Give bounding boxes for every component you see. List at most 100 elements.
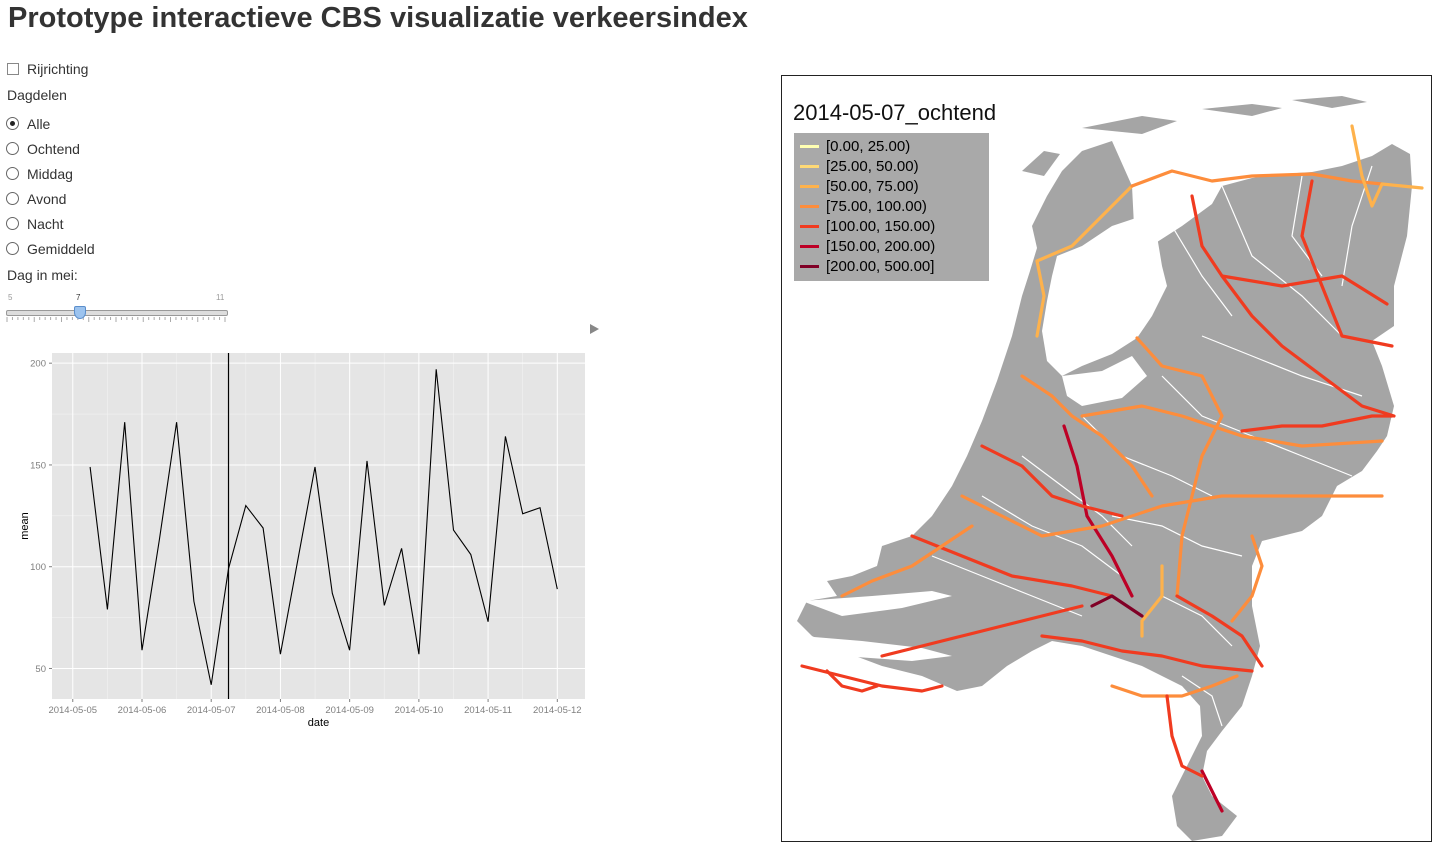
slider-max-label: 11 bbox=[216, 293, 225, 302]
road-segment bbox=[960, 494, 1384, 538]
radio-label: Avond bbox=[27, 190, 67, 207]
day-slider[interactable]: 5 7 11 bbox=[6, 293, 228, 323]
slider-min-label: 5 bbox=[8, 293, 13, 302]
slider-value-label: 7 bbox=[76, 293, 81, 302]
mean-line-chart: 2014-05-05 2014-05-06 2014-05-07 2014-05-08… bbox=[19, 353, 585, 729]
island-shape bbox=[1022, 151, 1060, 176]
slider-handle[interactable] bbox=[74, 306, 86, 319]
road-segment bbox=[1220, 274, 1396, 418]
island-shape bbox=[1082, 116, 1177, 134]
road-segment bbox=[1350, 124, 1424, 208]
legend-label: [200.00, 500.00] bbox=[826, 258, 935, 275]
legend-item: [200.00, 500.00] bbox=[800, 258, 934, 275]
estuary-shape bbox=[802, 636, 952, 661]
dag-in-mei-label: Dag in mei: bbox=[7, 267, 78, 283]
slider-track[interactable] bbox=[6, 310, 228, 316]
road-segment bbox=[1020, 374, 1154, 498]
dagdelen-radio-group: Alle Ochtend Middag Avond Nacht Gemiddel… bbox=[6, 111, 95, 261]
y-tick-label: 100 bbox=[30, 562, 46, 573]
x-tick-label: 2014-05-08 bbox=[256, 705, 305, 716]
radio-button[interactable] bbox=[6, 142, 19, 155]
x-tick-label: 2014-05-07 bbox=[187, 705, 236, 716]
rijrichting-checkbox[interactable]: Rijrichting bbox=[7, 61, 88, 77]
x-tick-label: 2014-05-09 bbox=[325, 705, 374, 716]
road-segment bbox=[910, 534, 1114, 598]
road-segment bbox=[1240, 414, 1394, 433]
road-segment bbox=[1080, 404, 1384, 448]
radio-label: Alle bbox=[27, 115, 51, 132]
island-shape bbox=[1202, 104, 1282, 116]
legend-label: [0.00, 25.00) bbox=[826, 138, 911, 155]
road-segment bbox=[1110, 674, 1239, 698]
road-segment bbox=[1165, 694, 1204, 778]
legend-label: [50.00, 75.00) bbox=[826, 178, 919, 195]
x-axis-label: date bbox=[308, 717, 329, 729]
radio-label: Ochtend bbox=[27, 140, 80, 157]
x-tick-label: 2014-05-11 bbox=[464, 705, 512, 716]
road-segment bbox=[1200, 769, 1224, 813]
radio-button[interactable] bbox=[6, 217, 19, 230]
radio-option-gemiddeld[interactable]: Gemiddeld bbox=[6, 236, 95, 261]
road-segment bbox=[1130, 169, 1384, 188]
legend-label: [150.00, 200.00) bbox=[826, 238, 936, 255]
road-segment bbox=[1062, 424, 1134, 598]
legend-item: [100.00, 150.00) bbox=[800, 218, 935, 235]
radio-button[interactable] bbox=[6, 242, 19, 255]
road-segment bbox=[1090, 594, 1144, 618]
mean-series-line bbox=[89, 369, 558, 685]
x-tick-label: 2014-05-06 bbox=[118, 705, 167, 716]
municipal-border bbox=[1161, 595, 1233, 647]
legend-item: [50.00, 75.00) bbox=[800, 178, 919, 195]
road-segment bbox=[1135, 336, 1224, 598]
road-segment bbox=[1230, 534, 1264, 623]
legend-swatch bbox=[800, 205, 819, 208]
legend-swatch bbox=[800, 165, 819, 168]
legend-swatch bbox=[800, 225, 819, 228]
plot-panel bbox=[52, 353, 585, 699]
municipal-border bbox=[981, 495, 1123, 577]
netherlands-map bbox=[797, 96, 1424, 841]
legend-label: [25.00, 50.00) bbox=[826, 158, 919, 175]
radio-button[interactable] bbox=[6, 192, 19, 205]
y-tick-label: 150 bbox=[30, 460, 46, 471]
radio-option-ochtend[interactable]: Ochtend bbox=[6, 136, 95, 161]
road-segment bbox=[980, 444, 1124, 518]
municipal-border bbox=[1161, 375, 1353, 477]
map-layer bbox=[797, 96, 1424, 841]
play-icon[interactable] bbox=[590, 324, 599, 334]
legend-label: [75.00, 100.00) bbox=[826, 198, 927, 215]
radio-label: Gemiddeld bbox=[27, 240, 95, 257]
legend-swatch bbox=[800, 245, 819, 248]
road-segment bbox=[880, 604, 1084, 658]
x-tick-label: 2014-05-10 bbox=[395, 705, 444, 716]
island-shape bbox=[1292, 96, 1367, 108]
radio-option-alle[interactable]: Alle bbox=[6, 111, 95, 136]
radio-button[interactable] bbox=[6, 117, 19, 130]
radio-button[interactable] bbox=[6, 167, 19, 180]
lake-shape bbox=[1042, 216, 1167, 376]
checkbox-box[interactable] bbox=[7, 63, 19, 75]
radio-option-middag[interactable]: Middag bbox=[6, 161, 95, 186]
lake-shape bbox=[1062, 356, 1147, 406]
x-tick-label: 2014-05-12 bbox=[533, 705, 582, 716]
radio-option-nacht[interactable]: Nacht bbox=[6, 211, 95, 236]
legend-label: [100.00, 150.00) bbox=[826, 218, 936, 235]
legend-item: [75.00, 100.00) bbox=[800, 198, 927, 215]
y-tick-label: 50 bbox=[35, 664, 46, 675]
dagdelen-label: Dagdelen bbox=[7, 87, 67, 103]
y-tick-label: 200 bbox=[30, 359, 46, 370]
page-title: Prototype interactieve CBS visualizatie … bbox=[8, 2, 748, 34]
road-segment bbox=[1035, 184, 1134, 338]
road-segment bbox=[840, 524, 974, 598]
x-tick-label: 2014-05-05 bbox=[48, 705, 97, 716]
legend-item: [150.00, 200.00) bbox=[800, 238, 935, 255]
municipal-border bbox=[1221, 185, 1343, 337]
legend-item: [0.00, 25.00) bbox=[800, 138, 910, 155]
road-segment bbox=[1040, 634, 1254, 673]
traffic-map: 2014-05-07_ochtend [0.00, 25.00) [25.00,… bbox=[781, 75, 1432, 842]
radio-label: Nacht bbox=[27, 215, 64, 232]
estuary-shape bbox=[802, 591, 952, 616]
radio-option-avond[interactable]: Avond bbox=[6, 186, 95, 211]
map-legend: [0.00, 25.00) [25.00, 50.00) [50.00, 75.… bbox=[794, 133, 989, 281]
road-segment bbox=[1140, 564, 1164, 638]
